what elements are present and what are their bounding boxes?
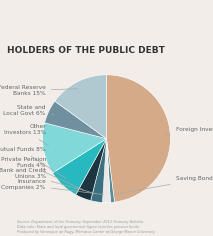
- Wedge shape: [45, 101, 106, 139]
- Text: Private Pension
Funds 4%: Private Pension Funds 4%: [1, 157, 83, 190]
- Wedge shape: [106, 75, 170, 202]
- Text: HOLDERS OF THE PUBLIC DEBT: HOLDERS OF THE PUBLIC DEBT: [7, 46, 165, 55]
- Text: Federal Reserve
Banks 15%: Federal Reserve Banks 15%: [0, 85, 78, 96]
- Wedge shape: [43, 123, 106, 173]
- Text: Other
Investors 13%: Other Investors 13%: [4, 124, 49, 146]
- Wedge shape: [76, 139, 106, 201]
- Text: Foreign Investors 48%: Foreign Investors 48%: [165, 127, 213, 135]
- Text: Mutual Funds 8%: Mutual Funds 8%: [0, 147, 66, 178]
- Wedge shape: [53, 139, 106, 195]
- Wedge shape: [91, 139, 106, 202]
- Text: Saving Bonds 1%: Saving Bonds 1%: [115, 177, 213, 194]
- Text: Insurance
Companies 2%: Insurance Companies 2%: [1, 179, 104, 195]
- Text: Bank and Credit
Unions 3%: Bank and Credit Unions 3%: [0, 168, 95, 194]
- Text: Source: Department of the Treasury, September 2013 Treasury Bulletin.
Data note:: Source: Department of the Treasury, Sept…: [17, 220, 156, 234]
- Wedge shape: [55, 75, 106, 139]
- Text: State and
Local Govt 6%: State and Local Govt 6%: [3, 105, 53, 116]
- Wedge shape: [106, 139, 115, 202]
- Wedge shape: [102, 139, 111, 202]
